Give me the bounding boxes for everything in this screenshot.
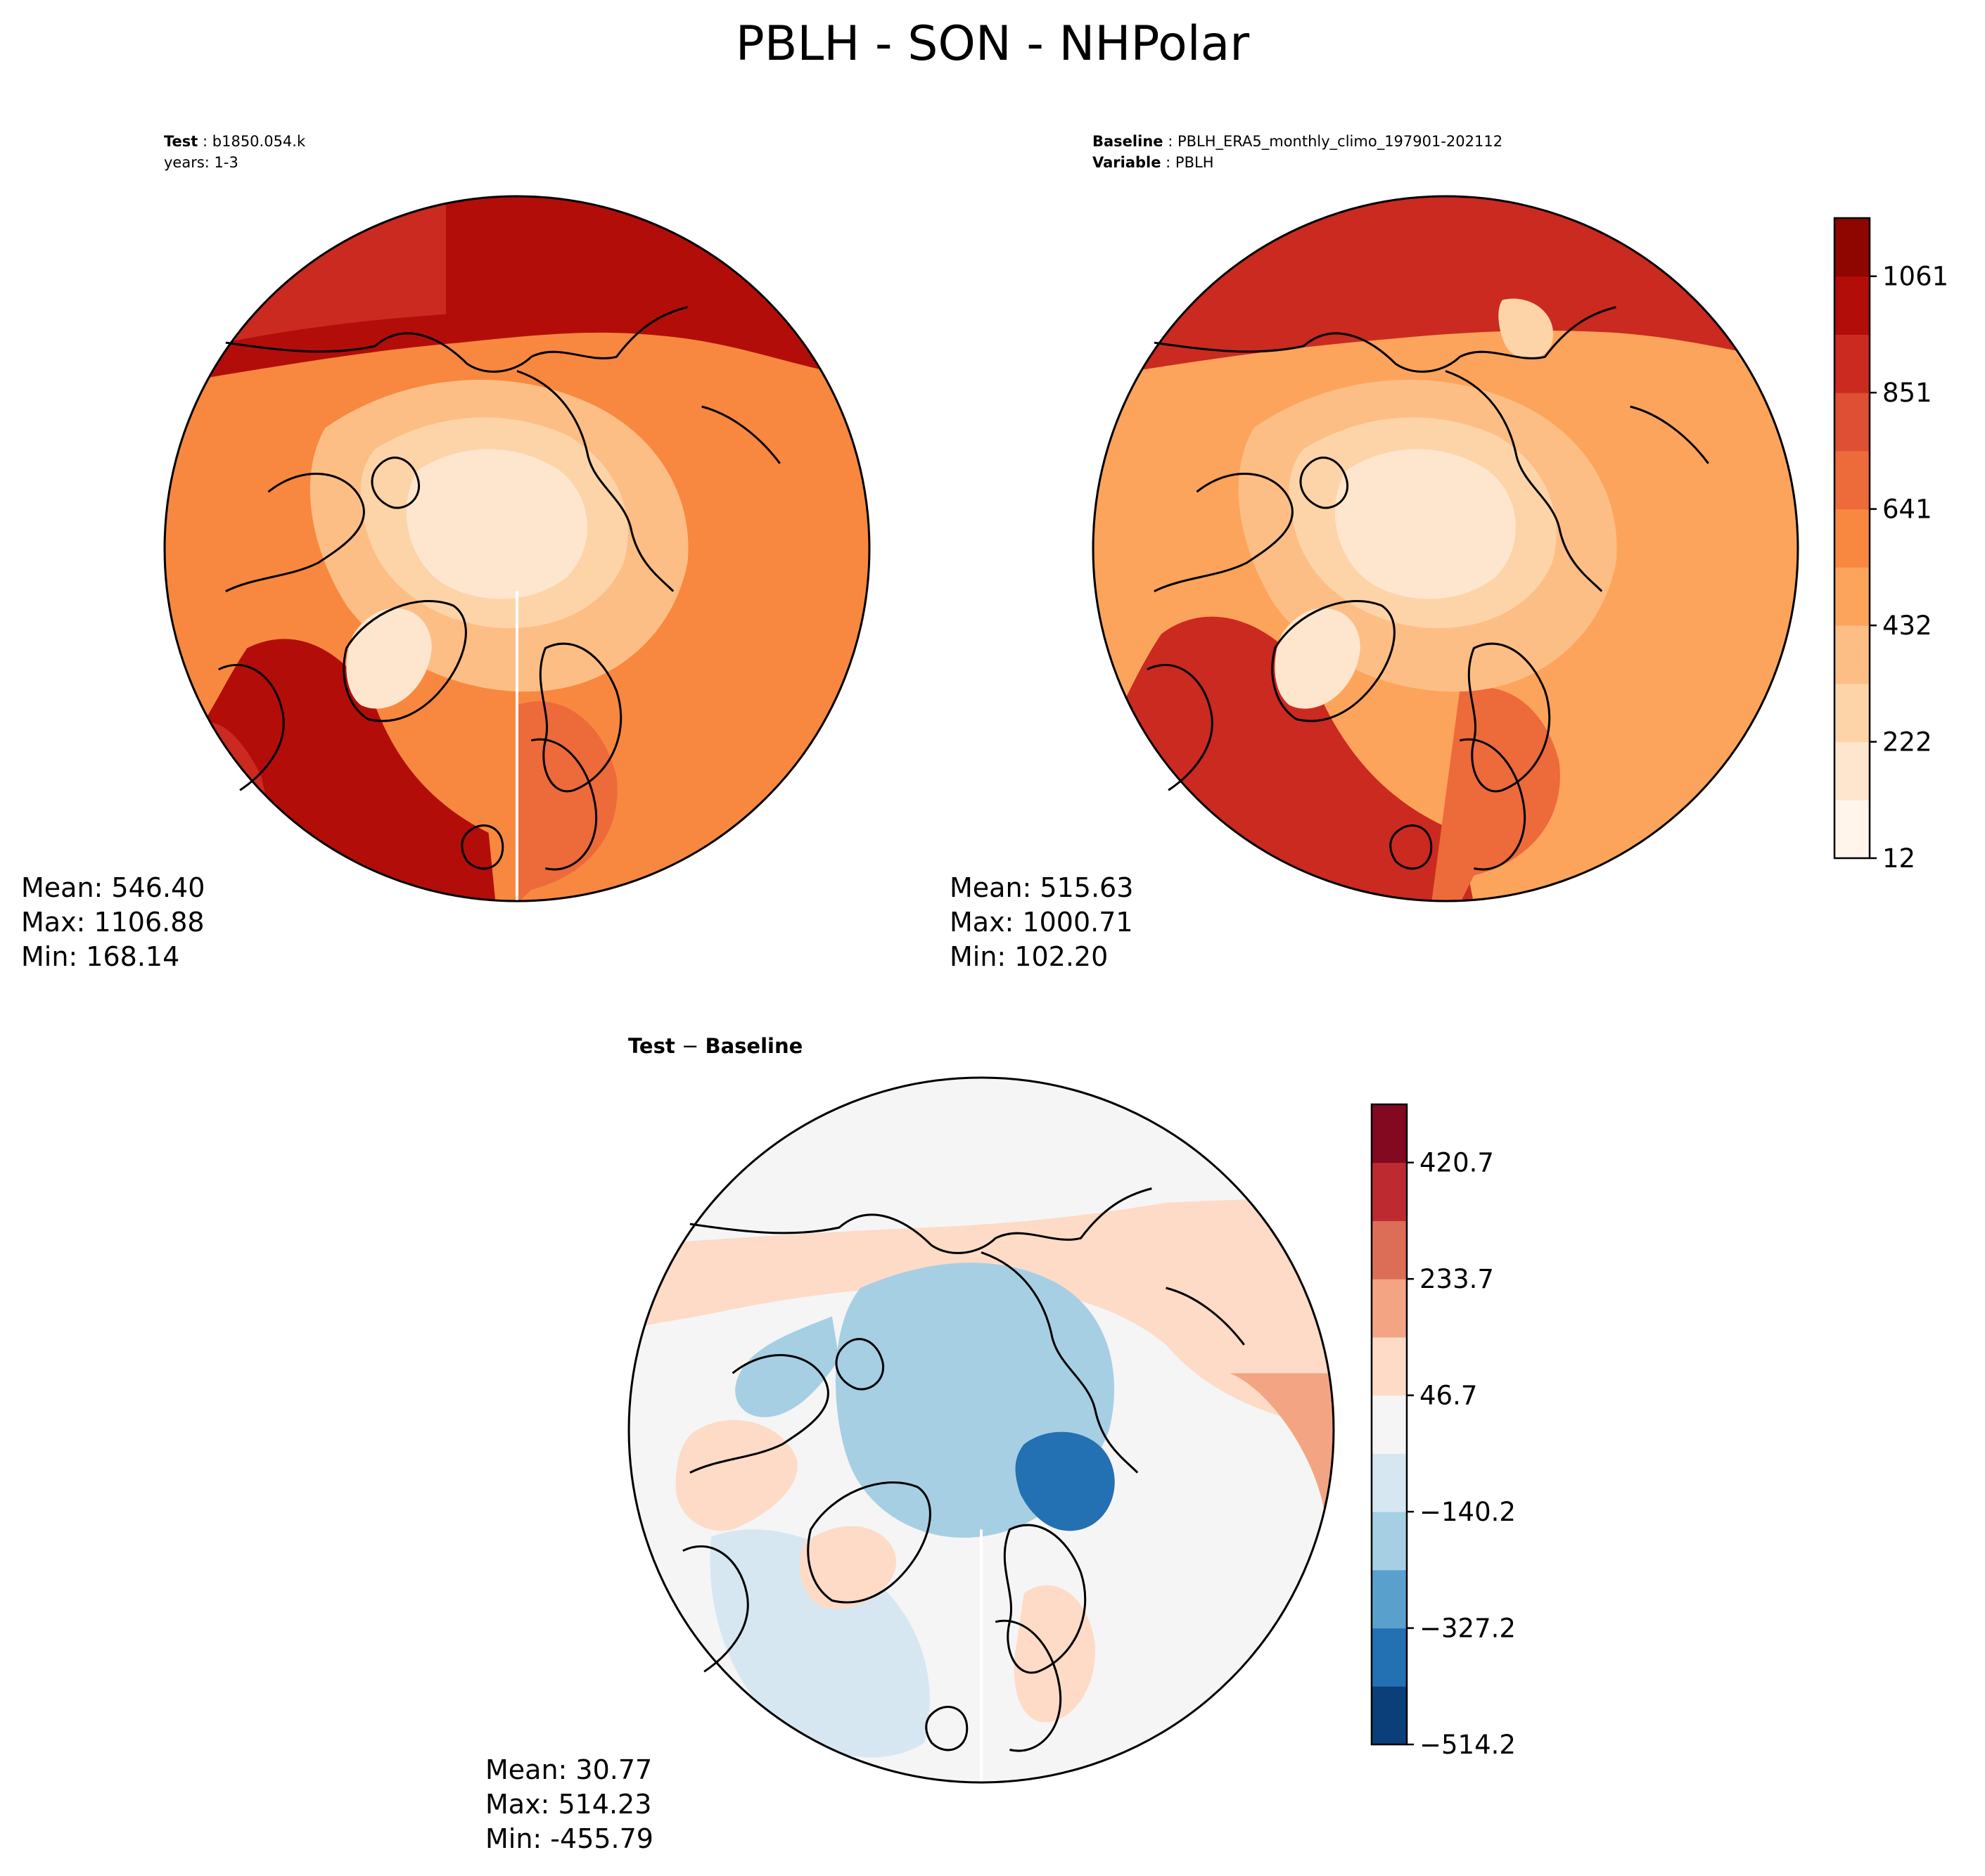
baseline-stats: Mean: 515.63 Max: 1000.71 Min: 102.20 — [950, 871, 1133, 974]
test-field-greenland — [346, 608, 432, 709]
test-coastlines — [218, 306, 781, 871]
test-field-arctic-core — [406, 449, 587, 599]
test-max: Max: 1106.88 — [21, 907, 205, 938]
baseline-map-boundary — [1092, 195, 1799, 902]
diff-colorbar-tick-label: −140.2 — [1419, 1497, 1516, 1527]
test-years: years: 1-3 — [164, 154, 238, 171]
main-colorbar-segment — [1834, 800, 1870, 859]
diff-field-scandinavia — [1014, 1585, 1095, 1723]
diff-colorbar-segment — [1372, 1395, 1407, 1454]
diff-colorbar: −514.2 −327.2 −140.2 46.7 233.7 420.7 — [1370, 1103, 1516, 1760]
diff-colorbar-segment — [1372, 1279, 1407, 1338]
diff-colorbar-segment — [1372, 1453, 1407, 1512]
main-colorbar-tick-label: 851 — [1882, 378, 1932, 408]
baseline-case-name: PBLH_ERA5_monthly_climo_197901-202112 — [1177, 133, 1503, 150]
main-colorbar-segment — [1834, 625, 1870, 684]
test-stats: Mean: 546.40 Max: 1106.88 Min: 168.14 — [21, 871, 205, 974]
diff-map-boundary — [627, 1076, 1335, 1784]
main-colorbar-segment — [1834, 509, 1870, 568]
main-colorbar-segment — [1834, 334, 1870, 393]
test-min: Min: 168.14 — [21, 941, 180, 972]
main-colorbar-tick-label: 12 — [1882, 843, 1915, 872]
main-colorbar-tick-label: 641 — [1882, 494, 1932, 525]
diff-colorbar-tick-label: 420.7 — [1419, 1148, 1494, 1178]
main-colorbar-segment — [1834, 450, 1870, 510]
baseline-label: Baseline — [1092, 133, 1163, 150]
diff-field-barents-sea — [1015, 1431, 1115, 1531]
diff-colorbar-segment — [1372, 1220, 1407, 1280]
diff-coastlines — [682, 1187, 1245, 1752]
variable-label: Variable — [1092, 154, 1161, 171]
variable-name: PBLH — [1175, 154, 1214, 171]
diff-colorbar-segment — [1372, 1569, 1407, 1629]
main-colorbar-segment — [1834, 393, 1870, 452]
diff-field-greenland — [799, 1526, 897, 1609]
test-label: Test — [164, 133, 198, 150]
baseline-polar-map — [1092, 195, 1799, 902]
diff-max: Max: 514.23 — [485, 1789, 652, 1820]
main-colorbar-segment — [1834, 567, 1870, 626]
diff-colorbar-frame — [1370, 1103, 1408, 1746]
diff-colorbar-segment — [1372, 1628, 1407, 1687]
diff-field-north-america — [675, 1419, 798, 1531]
main-colorbar: 12 222 432 641 851 1061 — [1833, 217, 1948, 872]
diff-colorbar-segment — [1372, 1104, 1407, 1163]
test-polar-map — [163, 195, 871, 902]
test-mean: Mean: 546.40 — [21, 872, 205, 903]
main-colorbar-segment — [1834, 741, 1870, 800]
diff-colorbar-segment — [1372, 1512, 1407, 1571]
diff-field-east-asia — [1230, 1373, 1334, 1572]
baseline-metadata: Baseline : PBLH_ERA5_monthly_climo_19790… — [1092, 133, 1503, 171]
diff-colorbar-tick-label: −514.2 — [1419, 1730, 1516, 1760]
test-metadata: Test : b1850.054.k years: 1-3 — [164, 131, 305, 173]
diff-colorbar-tick-label: −327.2 — [1419, 1614, 1516, 1644]
test-map-boundary — [163, 195, 871, 902]
main-colorbar-frame — [1833, 217, 1871, 860]
baseline-field-europe — [1431, 687, 1560, 901]
baseline-mean: Mean: 515.63 — [950, 872, 1134, 903]
baseline-field-greenland — [1275, 608, 1360, 709]
test-field-europe — [517, 701, 618, 901]
main-colorbar-tick-label: 222 — [1882, 727, 1932, 758]
baseline-max: Max: 1000.71 — [950, 907, 1133, 938]
diff-colorbar-segment — [1372, 1162, 1407, 1221]
diff-title-sep: − — [675, 1034, 706, 1058]
diff-colorbar-segment — [1372, 1336, 1407, 1396]
baseline-min: Min: 102.20 — [950, 941, 1109, 972]
figure-title: PBLH - SON - NHPolar — [735, 16, 1250, 72]
diff-field-eurasia — [629, 1195, 1334, 1430]
main-colorbar-segment — [1834, 276, 1870, 335]
diff-polar-map — [627, 1076, 1335, 1784]
test-case-name: b1850.054.k — [212, 133, 306, 150]
baseline-field-arctic-core — [1334, 449, 1516, 599]
baseline-coastlines — [1147, 306, 1709, 871]
diff-mean: Mean: 30.77 — [485, 1754, 653, 1785]
diff-colorbar-tick-label: 46.7 — [1419, 1381, 1477, 1411]
diff-title: Test − Baseline — [628, 1034, 803, 1058]
diff-title-baseline: Baseline — [705, 1034, 803, 1058]
main-colorbar-tick-label: 432 — [1882, 611, 1932, 641]
diff-field-hudson-bay — [735, 1316, 839, 1417]
diff-title-test: Test — [628, 1034, 675, 1058]
diff-stats: Mean: 30.77 Max: 514.23 Min: -455.79 — [485, 1753, 653, 1856]
main-colorbar-tick-label: 1061 — [1882, 262, 1948, 292]
baseline-field-siberia — [1498, 298, 1554, 359]
diff-colorbar-segment — [1372, 1686, 1407, 1745]
main-colorbar-segment — [1834, 683, 1870, 743]
main-colorbar-segment — [1834, 218, 1870, 277]
diff-min: Min: -455.79 — [485, 1823, 653, 1854]
diff-colorbar-tick-label: 233.7 — [1419, 1264, 1494, 1294]
